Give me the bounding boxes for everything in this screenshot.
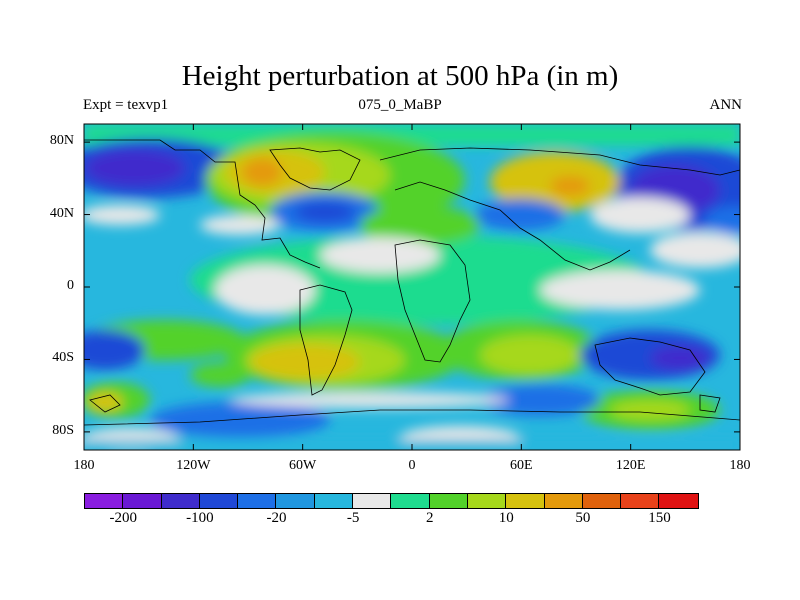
lon-tick-label: 60E	[510, 458, 533, 473]
colorbar-swatch	[506, 494, 545, 508]
period-label: 075_0_MaBP	[358, 97, 442, 113]
lon-tick-label: 180	[729, 458, 751, 473]
colorbar-swatch	[238, 494, 277, 508]
lat-tick-label: 40S	[52, 350, 74, 366]
colorbar-swatch	[123, 494, 162, 508]
colorbar-label: 2	[425, 510, 434, 526]
lon-tick-label: 120E	[615, 458, 646, 473]
colorbar-swatch	[659, 494, 698, 508]
colorbar-label: -5	[346, 510, 360, 526]
colorbar-label: -200	[109, 510, 138, 526]
lat-tick-label: 0	[67, 278, 74, 293]
lon-tick-label: 60W	[289, 458, 317, 473]
colorbar-swatch	[621, 494, 660, 508]
colorbar-swatch	[276, 494, 315, 508]
colorbar-swatch	[314, 494, 354, 508]
season-label: ANN	[709, 97, 743, 113]
colorbar-label: 50	[575, 510, 591, 526]
lon-tick-label: 0	[408, 458, 416, 473]
colorbar-label: 10	[498, 510, 514, 526]
colorbar-swatch	[544, 494, 583, 508]
colorbar-label: 150	[648, 510, 671, 526]
height-field	[84, 124, 740, 450]
colorbar-label: -20	[266, 510, 287, 526]
colorbar-label: -100	[186, 510, 214, 526]
colorbar-swatch	[429, 494, 468, 508]
lat-tick-label: 80S	[52, 422, 74, 438]
lat-tick-label: 80N	[49, 133, 74, 149]
colorbar-swatch	[353, 494, 392, 508]
colorbar-swatch	[582, 494, 622, 508]
lat-tick-label: 40N	[49, 205, 74, 221]
experiment-label: Expt = texvp1	[83, 97, 169, 113]
coastline-outlines	[84, 139, 740, 426]
colorbar-swatch	[199, 494, 239, 508]
lon-tick-label: 180	[73, 458, 95, 473]
colorbar-swatch	[467, 494, 507, 508]
colorbar-swatch	[391, 494, 430, 508]
colorbar-swatch	[85, 494, 124, 508]
colorbar	[84, 493, 699, 509]
lon-tick-label: 120W	[176, 458, 211, 473]
colorbar-swatch	[161, 494, 200, 508]
map-title: Height perturbation at 500 hPa (in m)	[181, 60, 619, 92]
